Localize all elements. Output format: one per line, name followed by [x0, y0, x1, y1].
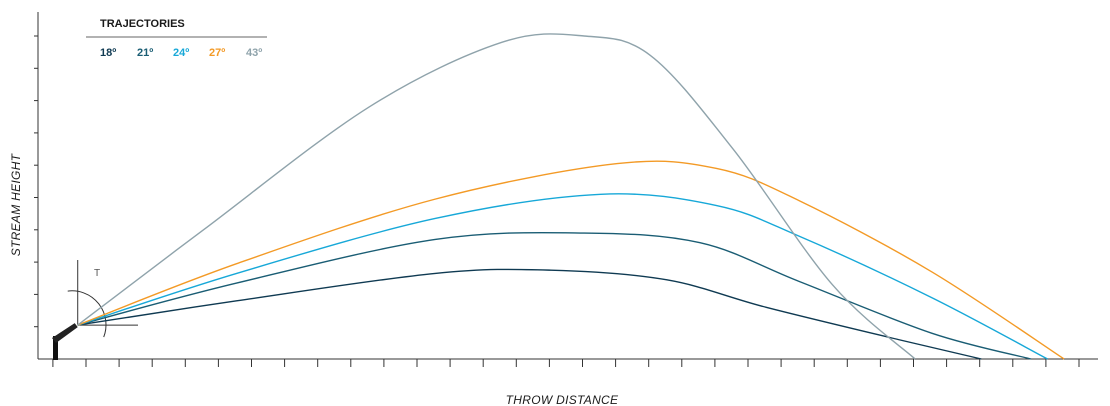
series-line-21deg [77, 231, 1032, 360]
axis-ticks [34, 35, 1080, 367]
legend-item-43deg: 43º [246, 47, 262, 59]
y-axis-title: STREAM HEIGHT [9, 152, 23, 256]
legend-items: 18º 21º 24º 27º 43º [100, 47, 262, 59]
legend-item-21deg: 21º [137, 47, 153, 59]
legend-item-24deg: 24º [173, 47, 189, 59]
series-line-18deg [77, 268, 982, 360]
x-axis-title: THROW DISTANCE [506, 393, 619, 406]
series-line-27deg [77, 160, 1065, 360]
nozzle-post [53, 336, 58, 360]
angle-annotation: T [94, 268, 100, 279]
series-line-43deg [77, 33, 916, 360]
series-line-24deg [77, 193, 1048, 360]
angle-arc [67, 290, 107, 338]
axes [37, 12, 1098, 360]
nozzle-icon [52, 260, 138, 360]
series-group [77, 33, 1065, 360]
legend-item-27deg: 27º [209, 47, 225, 59]
legend: TRAJECTORIES 18º 21º 24º 27º 43º [86, 18, 267, 59]
legend-title: TRAJECTORIES [100, 18, 185, 30]
legend-item-18deg: 18º [100, 47, 116, 59]
nozzle-barrel [52, 323, 78, 343]
